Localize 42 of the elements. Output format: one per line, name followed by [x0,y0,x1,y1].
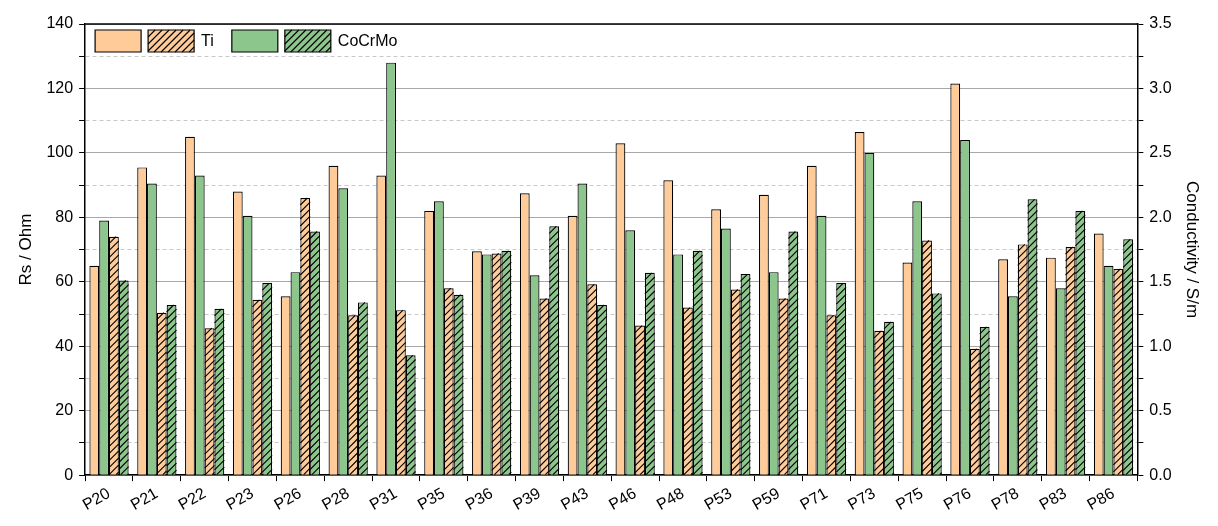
y-tick-label: 0 [64,465,74,483]
x-tick-label: P20 [79,484,113,514]
x-tick-label: P86 [1084,484,1118,514]
y2-axis-title: Conductivity / S/m [1183,181,1203,319]
y-tick-label: 100 [46,143,74,161]
x-tick-label: P35 [414,484,448,514]
y2-tick-label: 2.0 [1149,207,1172,225]
y2-tick-label: 0.0 [1149,465,1172,483]
x-tick-label: P43 [557,484,592,514]
x-tick-label: P76 [940,484,974,514]
x-tick-label: P31 [366,484,400,514]
y2-tick-label: 1.0 [1149,336,1172,354]
x-tick-label: P21 [127,484,161,514]
x-tick-label: P48 [653,484,687,514]
y-tick-label: 120 [46,78,74,96]
y-tick-label: 140 [46,14,74,32]
y-tick-label: 40 [55,336,74,354]
y2-tick-label: 1.5 [1149,272,1172,290]
x-tick-label: P22 [175,484,209,514]
x-tick-label: P26 [270,484,305,514]
y-axis-title: Rs / Ohm [15,213,35,286]
legend-label: Ti [201,32,214,50]
x-tick-label: P83 [1036,484,1070,514]
x-tick-label: P28 [318,484,352,514]
y-tick-label: 20 [55,401,74,419]
x-tick-label: P71 [797,484,831,514]
y2-tick-label: 0.5 [1149,401,1172,419]
x-tick-label: P36 [462,484,496,514]
y2-tick-label: 3.0 [1149,78,1172,96]
x-tick-label: P46 [605,484,639,514]
y2-tick-label: 3.5 [1149,14,1172,32]
x-tick-label: P53 [701,484,735,514]
x-tick-label: P73 [844,484,879,514]
y-tick-label: 60 [55,272,74,290]
x-tick-label: P78 [988,484,1022,514]
x-tick-label: P59 [749,484,783,514]
y-tick-label: 80 [55,207,74,225]
legend-label: CoCrMo [337,32,398,50]
x-tick-label: P39 [510,484,544,514]
y2-tick-label: 2.5 [1149,143,1172,161]
x-tick-label: P75 [892,484,926,514]
x-tick-label: P23 [223,484,257,514]
